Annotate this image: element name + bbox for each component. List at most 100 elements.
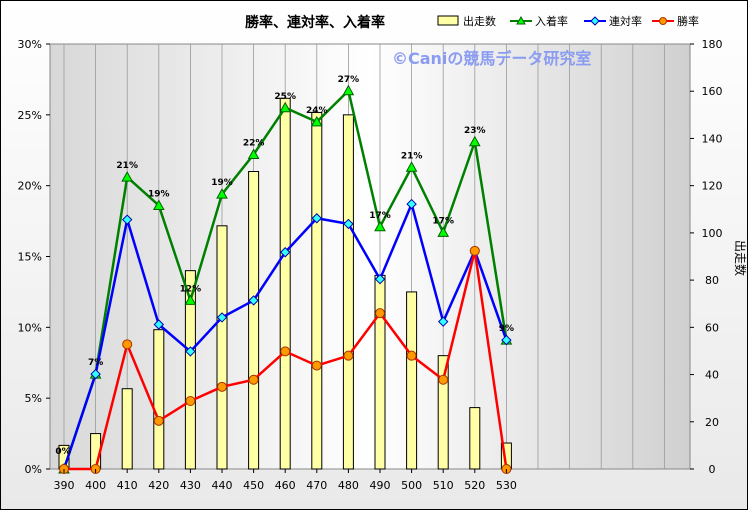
marker-勝率-430 (185, 396, 196, 406)
series-markers (58, 84, 513, 475)
marker-勝率-470 (311, 360, 322, 371)
x-axis-tick-400: 400 (85, 479, 106, 492)
legend-item-勝率: 勝率 (652, 14, 699, 28)
right-axis-tick-100: 100 (702, 227, 723, 240)
right-axis-tick-60: 60 (705, 321, 719, 334)
marker-連対率-440 (216, 312, 228, 323)
data-label-500: 21% (401, 151, 423, 161)
data-label-420: 19% (148, 190, 170, 200)
data-label-520: 23% (464, 126, 486, 136)
marker-入着率-490 (374, 220, 386, 232)
x-axis-tick-470: 470 (306, 479, 327, 492)
x-axis-tick-460: 460 (275, 479, 296, 492)
x-axis-tick-500: 500 (401, 479, 422, 492)
legend-swatch-marker (516, 15, 526, 25)
bar-460 (279, 97, 291, 470)
bar-450 (248, 171, 260, 470)
right-axis-tick-40: 40 (705, 369, 719, 382)
right-axis-tick-80: 80 (705, 274, 719, 287)
bar-420 (153, 329, 165, 470)
data-label-390: 0% (55, 447, 70, 457)
data-label-410: 21% (116, 161, 138, 171)
bar-510 (437, 355, 449, 470)
data-label-400: 7% (88, 358, 103, 368)
watermark-text: ©Caniの競馬データ研究室 (392, 49, 591, 68)
legend-label: 入着率 (535, 14, 568, 28)
marker-連対率-400 (90, 368, 101, 380)
data-label-530: 9% (499, 324, 514, 334)
data-label-460: 25% (274, 92, 296, 102)
data-label-440: 19% (211, 178, 233, 188)
legend-swatch-bar (437, 15, 459, 26)
x-axis-tick-530: 530 (496, 479, 517, 492)
x-axis-tick-440: 440 (212, 479, 233, 492)
left-axis-tick-10%: 10% (18, 321, 42, 334)
marker-入着率-500 (405, 161, 418, 172)
bar-470 (311, 111, 323, 470)
right-axis-tick-140: 140 (702, 132, 723, 145)
marker-連対率-450 (248, 295, 259, 306)
left-axis-tick-25%: 25% (18, 109, 42, 122)
right-axis-tick-180: 180 (702, 38, 723, 51)
right-axis-tick-160: 160 (702, 85, 723, 98)
marker-入着率-430 (184, 294, 197, 305)
marker-入着率-480 (342, 84, 355, 96)
bar-520 (469, 407, 481, 470)
bar-series (58, 97, 512, 470)
legend-label: 勝率 (677, 14, 699, 28)
right-axis-tick-120: 120 (702, 180, 723, 193)
marker-勝率-420 (153, 415, 164, 426)
marker-入着率-510 (437, 226, 450, 237)
left-axis-tick-0%: 0% (25, 463, 42, 476)
chart-title: 勝率、連対率、入着率 (245, 14, 385, 31)
data-label-430: 12% (180, 284, 202, 294)
marker-勝率-520 (469, 245, 480, 256)
plot-area (49, 43, 691, 470)
data-label-450: 22% (243, 139, 265, 149)
right-axis-tick-0: 0 (709, 463, 716, 476)
marker-連対率-470 (311, 213, 323, 224)
marker-入着率-420 (152, 199, 165, 210)
x-axis-tick-510: 510 (433, 479, 454, 492)
right-axis-tick-20: 20 (705, 416, 719, 429)
right-axis-label: 出走数 (733, 240, 748, 276)
x-axis-tick-410: 410 (117, 479, 138, 492)
legend-item-連対率: 連対率 (584, 14, 642, 28)
data-labels: 0% 7% 21% 19% 12% 19% 22% 25% 24% 27% 17% 21% 17% 23%… (55, 75, 514, 457)
legend-swatch-marker (590, 16, 600, 26)
x-axis-tick-480: 480 (338, 479, 359, 492)
bar-490 (374, 274, 386, 470)
data-label-470: 24% (306, 106, 328, 116)
left-axis-tick-5%: 5% (25, 392, 42, 405)
marker-勝率-410 (122, 339, 133, 350)
bar-410 (121, 388, 133, 470)
data-label-490: 17% (369, 211, 391, 221)
marker-入着率-410 (121, 171, 134, 182)
data-label-480: 27% (338, 75, 360, 85)
legend-label: 連対率 (609, 14, 642, 28)
left-axis-tick-30%: 30% (18, 38, 42, 51)
marker-勝率-510 (438, 374, 449, 385)
bar-440 (216, 225, 228, 470)
marker-入着率-470 (310, 115, 323, 127)
marker-連対率-410 (121, 214, 133, 225)
marker-勝率-460 (280, 346, 291, 357)
x-axis-tick-450: 450 (243, 479, 264, 492)
bar-480 (342, 114, 354, 470)
marker-連対率-490 (374, 273, 386, 285)
marker-勝率-480 (343, 350, 354, 361)
legend-item-出走数: 出走数 (437, 14, 496, 28)
data-label-510: 17% (432, 216, 454, 226)
marker-連対率-480 (343, 218, 354, 230)
x-axis-tick-490: 490 (370, 479, 391, 492)
x-axis-tick-390: 390 (54, 479, 75, 492)
legend-item-入着率: 入着率 (510, 14, 568, 28)
marker-連対率-430 (185, 346, 196, 357)
x-axis-tick-520: 520 (464, 479, 485, 492)
bar-500 (406, 291, 418, 470)
legend-label: 出走数 (463, 14, 496, 28)
marker-勝率-450 (248, 374, 259, 385)
left-axis-tick-15%: 15% (18, 251, 42, 264)
marker-入着率-460 (279, 101, 292, 113)
